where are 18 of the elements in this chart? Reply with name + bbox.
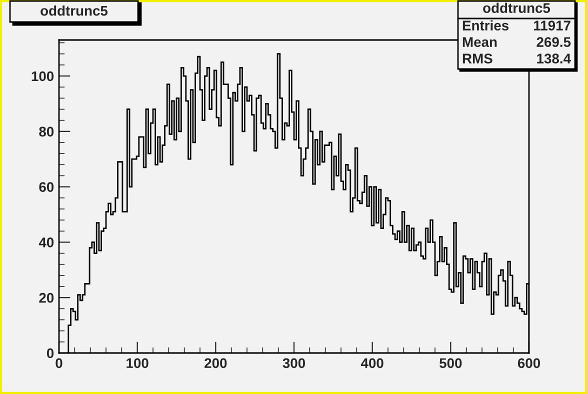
- x-tick-label: 300: [282, 358, 306, 368]
- y-tick-label: 40: [38, 238, 54, 248]
- y-tick-label: 0: [46, 348, 54, 358]
- y-tick-label: 60: [39, 182, 54, 192]
- x-tick-label: 0: [56, 358, 62, 368]
- y-tick-label: 20: [39, 292, 54, 303]
- text: oddtrunc5: [483, 2, 550, 13]
- x-tick-label: 200: [204, 358, 227, 368]
- y-tick-label: 100: [32, 71, 54, 82]
- x-tick-label: 100: [126, 358, 148, 368]
- y-tick-label: 80: [39, 126, 54, 137]
- x-tick-label: 500: [440, 358, 462, 368]
- chart-title: oddtrunc5: [40, 6, 108, 16]
- text: RMS 138.4: [462, 54, 571, 64]
- text: Mean 269.5: [462, 37, 571, 47]
- text: Entries 11917: [462, 20, 570, 30]
- x-tick-label: 600: [518, 358, 540, 368]
- x-tick-label: 400: [360, 358, 384, 368]
